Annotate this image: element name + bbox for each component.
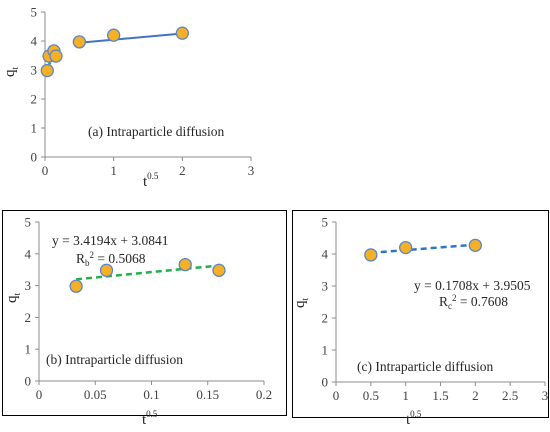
chart-panel-b: 0 1 2 3 4 5 0 0.05 0.1 0.15 0.2 qt t0.5 (b) Intrapart… bbox=[2, 210, 287, 428]
chart-panel-c: 0 1 2 3 4 5 0 0.5 1 1.5 2 2.5 3 qt t0.5 (c) Intrapartic… bbox=[292, 210, 549, 428]
r-squared-label: Rc2 = 0.7608 bbox=[439, 293, 508, 311]
y-tick-label: 2 bbox=[31, 92, 38, 107]
chart-frame bbox=[2, 210, 287, 416]
x-tick-label: 0.15 bbox=[196, 387, 219, 402]
data-point bbox=[399, 240, 413, 255]
y-axis-label: qt bbox=[2, 67, 20, 78]
y-tick-label: 3 bbox=[322, 279, 329, 294]
data-point bbox=[107, 28, 121, 42]
y-tick-label: 4 bbox=[322, 247, 329, 262]
x-tick-label: 0.5 bbox=[363, 388, 379, 403]
y-tick-label: 0 bbox=[322, 375, 329, 390]
y-tick-label: 1 bbox=[322, 343, 329, 358]
x-tick-label: 1.5 bbox=[432, 388, 448, 403]
y-tick-label: 2 bbox=[25, 310, 32, 325]
y-tick-label: 5 bbox=[322, 215, 329, 230]
data-point bbox=[175, 26, 189, 40]
trend-line bbox=[370, 243, 476, 255]
chart-frame bbox=[292, 210, 549, 418]
x-tick-label: 1 bbox=[110, 163, 117, 178]
y-tick-label: 3 bbox=[31, 63, 38, 78]
trend-line bbox=[79, 32, 183, 44]
data-point bbox=[49, 49, 63, 63]
regression-equation: y = 3.4194x + 3.0841 bbox=[52, 233, 168, 248]
y-tick-label: 1 bbox=[25, 342, 32, 357]
x-tick-label: 3 bbox=[542, 388, 549, 403]
data-point bbox=[364, 248, 378, 262]
y-tick-label: 5 bbox=[31, 5, 38, 20]
y-tick-label: 1 bbox=[31, 121, 38, 136]
panel-annotation: (b) Intraparticle diffusion bbox=[46, 352, 183, 367]
x-tick-label: 0.2 bbox=[256, 387, 272, 402]
x-tick-label: 2 bbox=[472, 388, 479, 403]
data-point bbox=[212, 263, 226, 277]
chart-panel-a: 0 1 2 3 4 5 0 1 2 3 qt t0.5 (a) Intraparticle diffus… bbox=[2, 5, 254, 191]
panel-annotation: (c) Intraparticle diffusion bbox=[357, 359, 493, 374]
r-squared-label: Rb2 = 0.5068 bbox=[76, 250, 146, 268]
x-axis-label: t0.5 bbox=[142, 409, 158, 428]
y-tick-label: 4 bbox=[25, 246, 32, 261]
x-tick-label: 0 bbox=[333, 388, 340, 403]
y-axis-label: qt bbox=[4, 293, 22, 304]
x-tick-label: 1 bbox=[402, 388, 409, 403]
x-tick-label: 0.05 bbox=[84, 387, 107, 402]
y-tick-label: 3 bbox=[25, 278, 32, 293]
y-tick-label: 0 bbox=[31, 150, 38, 165]
trend-line bbox=[76, 264, 220, 281]
data-point bbox=[69, 279, 83, 293]
x-tick-label: 2.5 bbox=[502, 388, 518, 403]
data-point bbox=[40, 63, 54, 78]
y-tick-label: 0 bbox=[25, 374, 32, 389]
data-point bbox=[72, 35, 86, 49]
x-axis-label: t0.5 bbox=[143, 171, 159, 190]
data-point bbox=[99, 263, 114, 277]
data-point bbox=[468, 238, 482, 253]
x-tick-label: 0 bbox=[42, 163, 49, 178]
x-tick-label: 0 bbox=[36, 387, 43, 402]
x-axis-label: t0.5 bbox=[406, 409, 422, 428]
panel-annotation: (a) Intraparticle diffusion bbox=[88, 124, 224, 139]
y-tick-label: 5 bbox=[25, 215, 32, 230]
x-tick-label: 0.1 bbox=[143, 387, 159, 402]
regression-equation: y = 0.1708x + 3.9505 bbox=[414, 278, 531, 293]
x-tick-label: 3 bbox=[248, 163, 255, 178]
data-point bbox=[178, 257, 192, 272]
y-tick-label: 4 bbox=[31, 34, 38, 49]
y-axis-label: qt bbox=[292, 298, 310, 309]
y-tick-label: 2 bbox=[322, 311, 329, 326]
x-tick-label: 2 bbox=[179, 163, 186, 178]
